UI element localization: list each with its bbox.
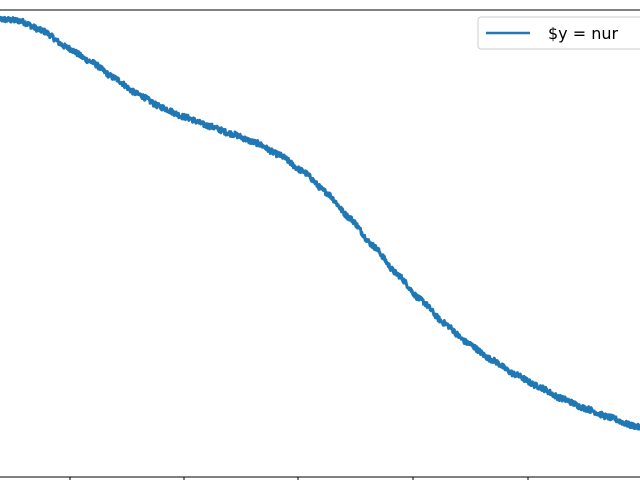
plot-area [0, 9, 640, 480]
legend-label: $y = nur [548, 24, 619, 43]
series-line-0 [0, 15, 640, 432]
axes-frame [0, 9, 640, 478]
legend-box [477, 16, 640, 50]
legend: $y = nur [477, 16, 640, 50]
